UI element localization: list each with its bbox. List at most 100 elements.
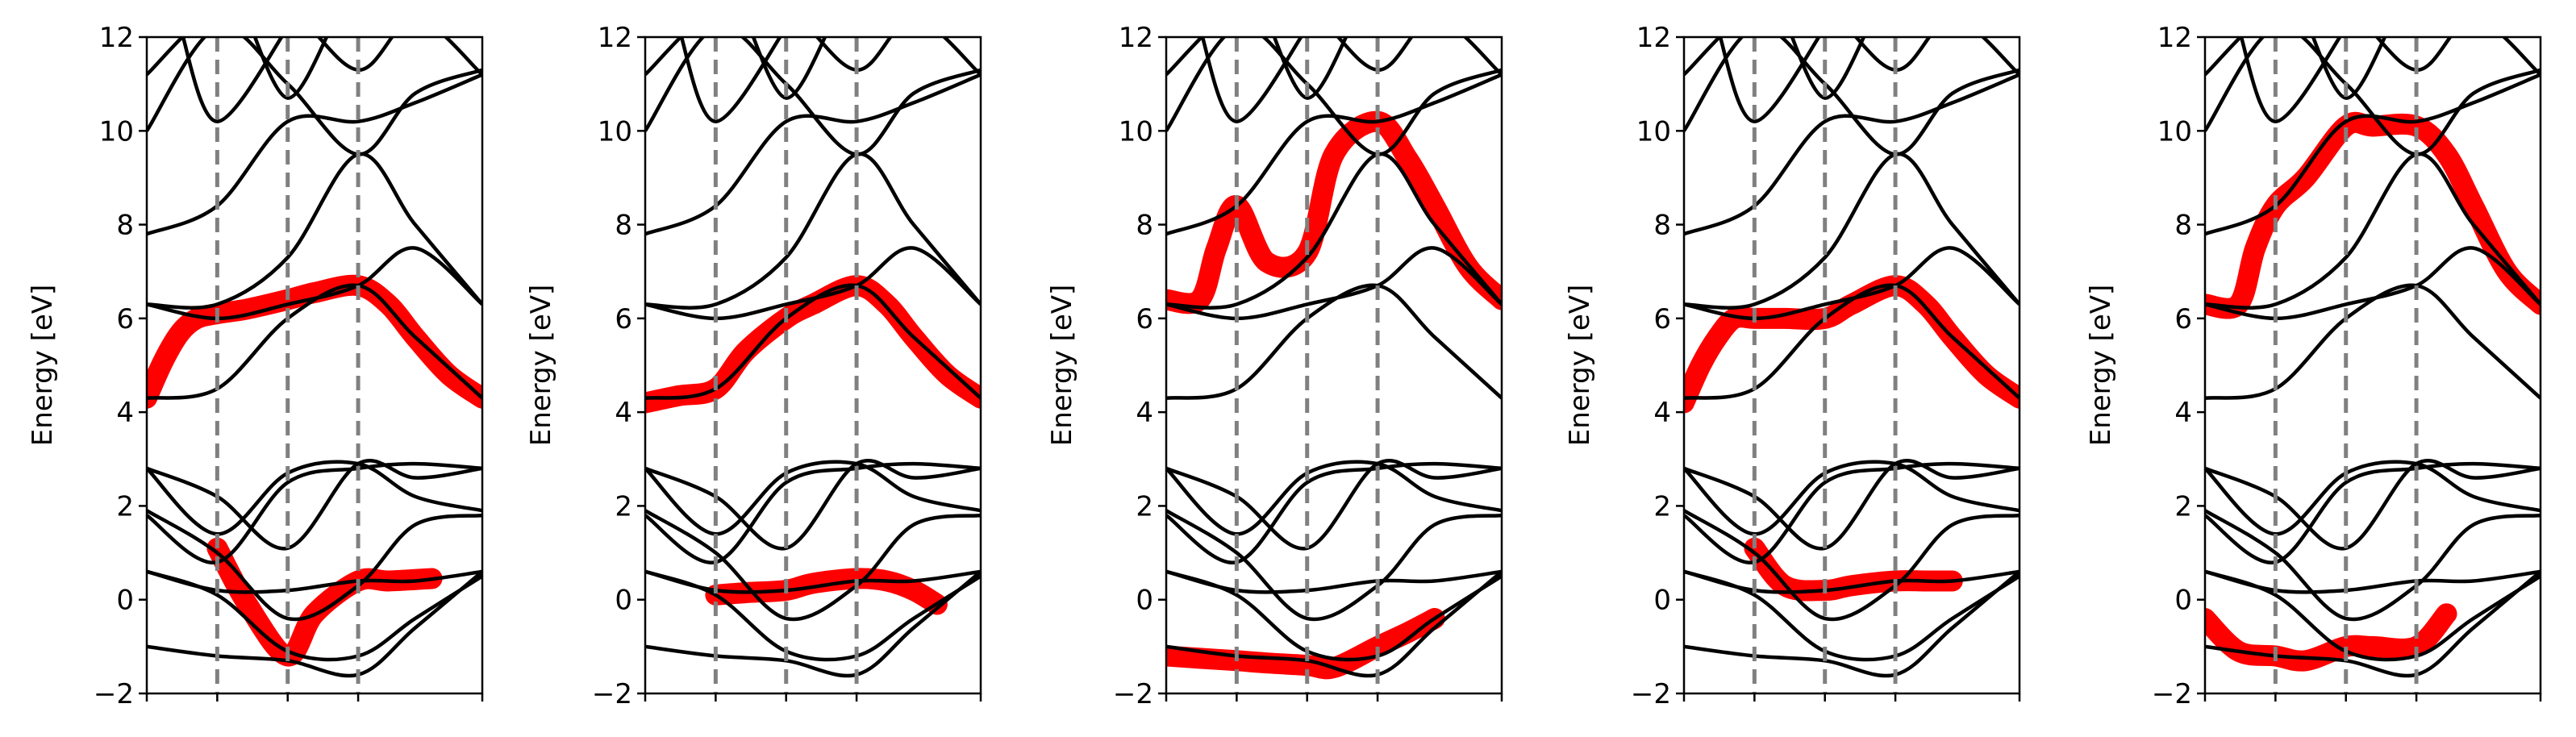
band-line-3 (2205, 569, 2541, 662)
band-line-3 (1166, 569, 1502, 662)
band-line-11 (2205, 73, 2541, 236)
y-tick-label: −2 (1631, 678, 1671, 710)
y-tick-label: 6 (615, 303, 632, 335)
band-line-4 (1684, 509, 2020, 622)
band-line-10 (645, 152, 981, 310)
y-tick-label: 0 (1653, 585, 1671, 617)
axes-frame (1165, 35, 1503, 695)
panel-3: −2 0 2 4 6 8 10 12 Energy [eV] (1046, 22, 1503, 710)
y-tick-label: 2 (1653, 490, 1671, 523)
weighted-band-1 (147, 274, 482, 409)
band-line-1 (1166, 570, 1502, 678)
band-line-11 (147, 73, 482, 236)
band-line-10 (2205, 152, 2541, 310)
band-line-7 (147, 461, 482, 564)
y-tick-label: 6 (1136, 303, 1153, 335)
axes-frame (1682, 35, 2021, 695)
weighted-band-1 (2205, 111, 2541, 319)
y-tick-label: 2 (615, 490, 632, 523)
band-line-13 (1684, 37, 2020, 77)
plot-area (1684, 37, 2020, 693)
weighted-band-1 (1684, 275, 2020, 414)
band-line-12 (1166, 37, 1502, 156)
band-line-13 (1166, 37, 1502, 77)
y-tick-label: 8 (1653, 210, 1671, 242)
y-tick-label: 12 (1119, 22, 1153, 54)
y-axis-label: Energy [eV] (525, 285, 557, 447)
band-line-7 (645, 461, 981, 564)
band-line-5 (147, 460, 482, 536)
plot-area (2205, 37, 2541, 693)
axes-frame (2203, 35, 2542, 695)
band-line-15 (2311, 37, 2387, 100)
weighted-band-2 (1166, 608, 1445, 680)
band-line-11 (645, 73, 981, 236)
y-tick-label: 12 (99, 22, 134, 54)
band-line-11 (1684, 73, 2020, 236)
band-line-12 (1684, 37, 2020, 156)
y-tick-label: 10 (1636, 115, 1671, 148)
band-line-5 (1166, 460, 1502, 536)
band-line-9 (2205, 246, 2541, 321)
panel-5: −2 0 2 4 6 8 10 12 Energy [eV] (2085, 22, 2542, 710)
band-line-5 (2205, 460, 2541, 536)
band-line-12 (2205, 37, 2541, 156)
plot-area (147, 37, 482, 693)
band-line-5 (1684, 460, 2020, 536)
band-line-10 (1166, 152, 1502, 310)
band-line-3 (645, 569, 981, 662)
axes-frame (644, 35, 982, 695)
y-tick-label: 2 (2174, 490, 2192, 523)
band-line-3 (147, 569, 482, 662)
band-line-11 (1166, 73, 1502, 236)
y-tick-label: 0 (1136, 585, 1153, 617)
y-tick-label: 10 (598, 115, 632, 148)
band-line-8 (2205, 283, 2541, 400)
band-line-7 (2205, 461, 2541, 564)
y-tick-label: 0 (2174, 585, 2192, 617)
panel-4: −2 0 2 4 6 8 10 12 Energy [eV] (1564, 22, 2021, 710)
band-line-12 (645, 37, 981, 156)
band-line-9 (1684, 246, 2020, 321)
y-tick-label: −2 (592, 678, 632, 710)
axes-frame (145, 35, 484, 695)
band-line-4 (645, 509, 981, 622)
y-tick-label: 8 (116, 210, 134, 242)
y-tick-label: 6 (2174, 303, 2192, 335)
band-line-2 (2205, 569, 2541, 594)
band-line-15 (1272, 37, 1348, 100)
band-line-1 (2205, 570, 2541, 678)
weighted-band-2 (206, 537, 443, 667)
y-tick-label: 2 (116, 490, 134, 523)
y-tick-label: 6 (116, 303, 134, 335)
y-tick-label: 0 (615, 585, 632, 617)
y-tick-label: 6 (1653, 303, 1671, 335)
band-line-14 (2239, 37, 2342, 123)
band-line-14 (1200, 37, 1303, 123)
band-line-1 (147, 570, 482, 678)
y-tick-label: 10 (1119, 115, 1153, 148)
band-line-1 (645, 570, 981, 678)
plot-area (645, 37, 981, 693)
band-line-4 (2205, 509, 2541, 622)
band-line-13 (645, 37, 981, 77)
band-line-15 (1790, 37, 1866, 100)
y-axis-label: Energy [eV] (2085, 285, 2117, 447)
y-tick-label: 4 (615, 397, 632, 429)
y-tick-label: 12 (598, 22, 632, 54)
band-line-7 (1684, 461, 2020, 564)
y-axis-label: Energy [eV] (27, 285, 59, 447)
band-line-12 (147, 37, 482, 156)
band-line-5 (645, 460, 981, 536)
panel-1: −2 0 2 4 6 8 10 12 Energy [eV] (27, 22, 484, 710)
band-line-13 (2205, 37, 2541, 77)
weighted-band-1 (645, 275, 981, 414)
band-line-10 (147, 152, 482, 310)
band-line-15 (252, 37, 329, 100)
plot-area (1166, 37, 1502, 693)
y-tick-label: −2 (2152, 678, 2192, 710)
band-line-2 (1166, 569, 1502, 594)
y-tick-label: 8 (2174, 210, 2192, 242)
y-tick-label: 4 (2174, 397, 2192, 429)
